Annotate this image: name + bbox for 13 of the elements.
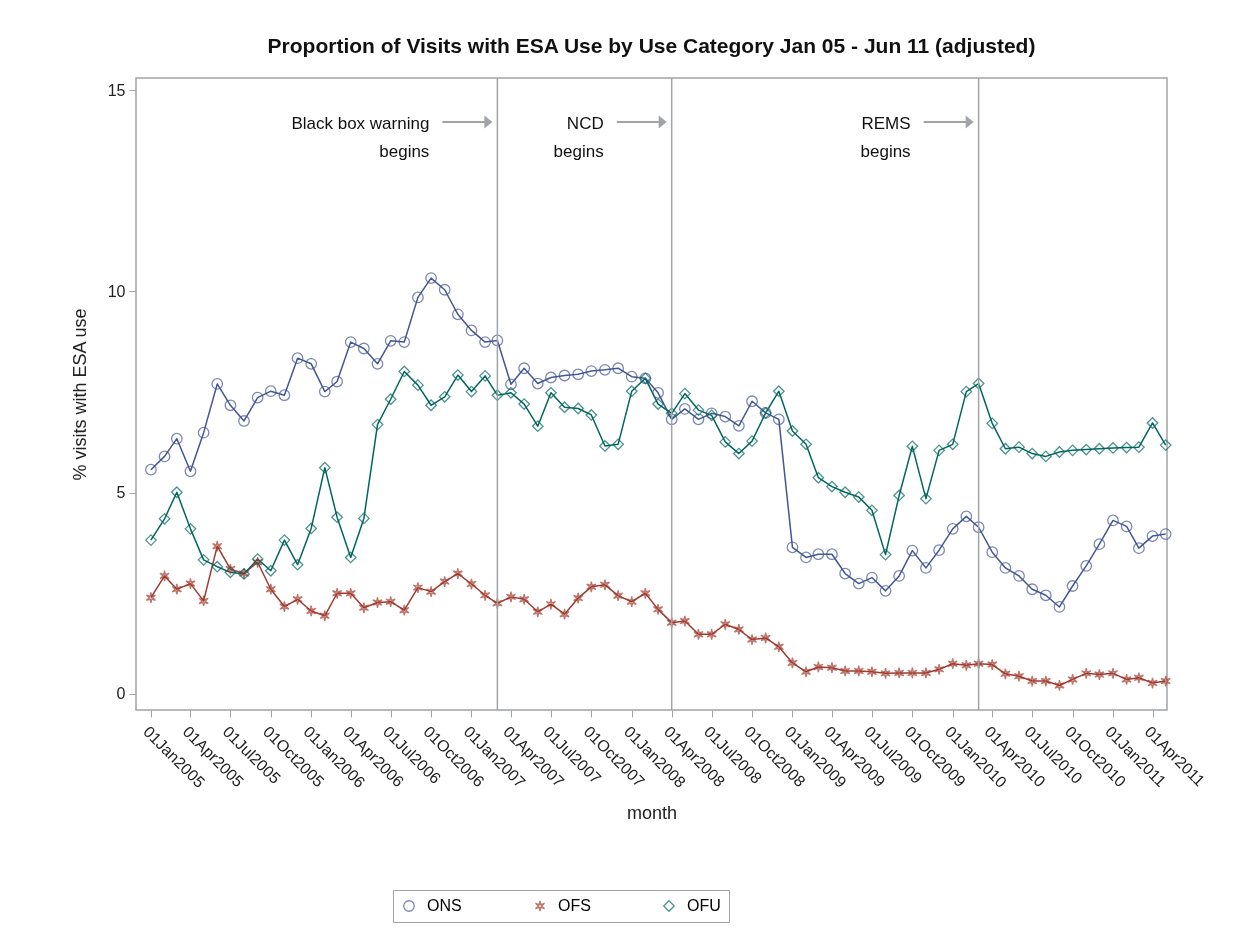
annotation: REMS begins — [860, 114, 911, 161]
y-axis-title: % visits with ESA use — [69, 308, 90, 481]
annotation: Black box warning begins — [291, 114, 430, 161]
legend-label: ONS — [427, 897, 462, 914]
legend-label: OFU — [687, 897, 721, 914]
legend-label: OFS — [558, 897, 591, 914]
annotation: NCD begins — [553, 114, 604, 161]
y-tick-label: 15 — [107, 81, 126, 99]
chart-title: Proportion of Visits with ESA Use by Use Category Jan 05 - Jun 11 (adjusted) — [267, 34, 1036, 58]
y-tick-label: 5 — [116, 484, 126, 502]
x-axis-title: month — [626, 802, 678, 823]
y-tick-label: 10 — [107, 282, 126, 300]
y-tick-label: 0 — [116, 685, 126, 703]
